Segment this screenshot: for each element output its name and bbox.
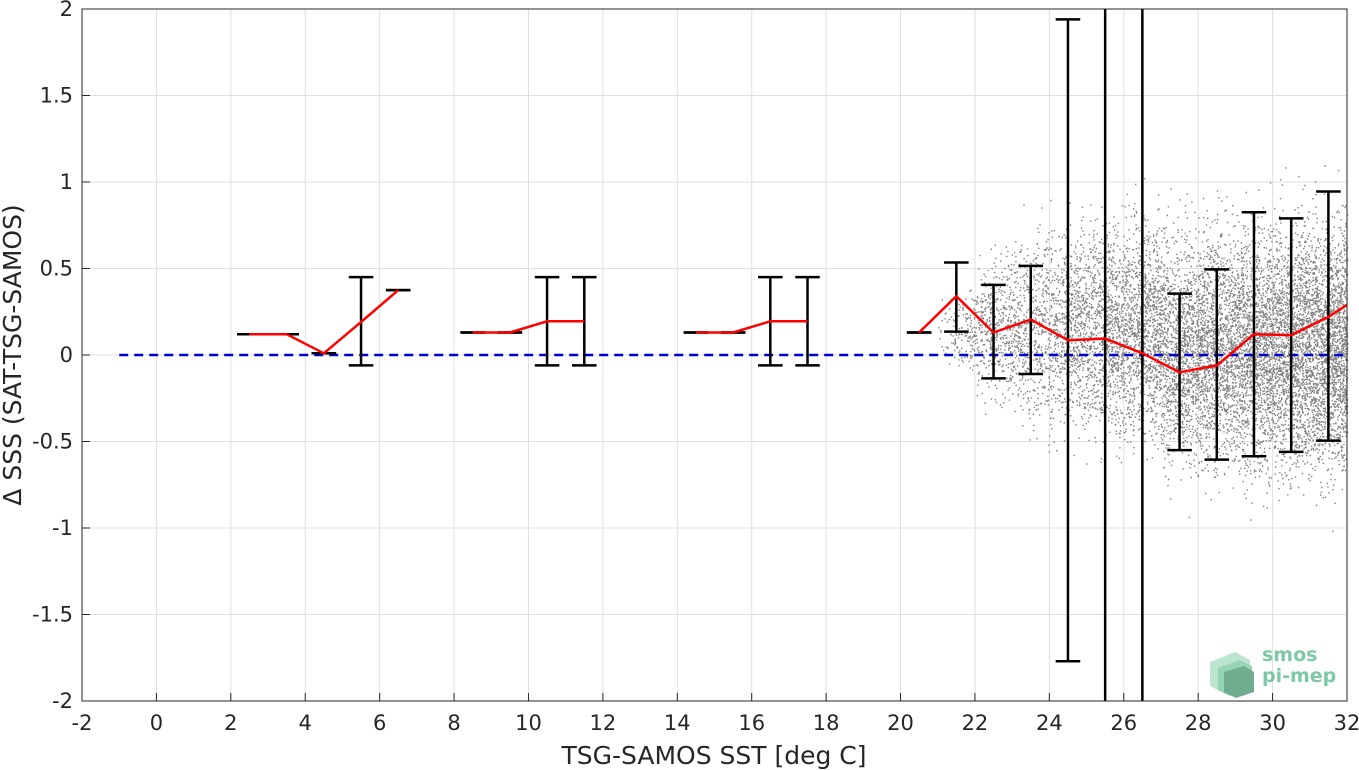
x-tick-label: 14 bbox=[664, 711, 691, 735]
y-tick-label: -0.5 bbox=[32, 430, 73, 454]
y-tick-label: 1 bbox=[60, 170, 73, 194]
mean-line-segment bbox=[472, 320, 585, 334]
x-tick-label: 22 bbox=[962, 711, 989, 735]
x-tick-label: 26 bbox=[1110, 711, 1137, 735]
x-tick-label: 30 bbox=[1259, 711, 1286, 735]
x-tick-label: 24 bbox=[1036, 711, 1063, 735]
y-tick-label: 0.5 bbox=[40, 257, 73, 281]
y-tick-label: 1.5 bbox=[40, 84, 73, 108]
y-tick-label: 2 bbox=[60, 0, 73, 21]
mean-line-segment bbox=[695, 320, 808, 334]
y-axis-title: Δ SSS (SAT-TSG-SAMOS) bbox=[0, 204, 27, 505]
smos-pimep-logo: smos pi-mep bbox=[1210, 644, 1336, 698]
x-tick-label: 2 bbox=[224, 711, 237, 735]
y-tick-label: -1 bbox=[52, 516, 73, 540]
x-tick-label: 0 bbox=[150, 711, 163, 735]
x-tick-label: 20 bbox=[887, 711, 914, 735]
mean-line-segment bbox=[249, 289, 400, 355]
error-bar bbox=[795, 275, 820, 367]
x-tick-label: 12 bbox=[590, 711, 617, 735]
x-tick-label: 10 bbox=[515, 711, 542, 735]
x-tick-label: 6 bbox=[373, 711, 386, 735]
y-tick-label: -2 bbox=[52, 689, 73, 713]
x-tick-label: 8 bbox=[447, 711, 460, 735]
x-tick-label: 16 bbox=[738, 711, 765, 735]
mean-line bbox=[249, 289, 1348, 374]
y-tick-label: -1.5 bbox=[32, 603, 73, 627]
logo-text-line1: smos bbox=[1262, 644, 1317, 666]
logo-text-line2: pi-mep bbox=[1262, 665, 1336, 687]
x-axis: -2 0 2 4 6 8 10 12 14 16 18 20 22 24 26 28 30 32 bbox=[72, 693, 1359, 735]
mean-line-segment bbox=[918, 294, 1348, 374]
x-tick-label: 28 bbox=[1185, 711, 1212, 735]
logo-mark-icon bbox=[1210, 652, 1254, 698]
x-tick-label: 32 bbox=[1334, 711, 1359, 735]
y-tick-label: 0 bbox=[60, 343, 73, 367]
x-tick-label: 18 bbox=[813, 711, 840, 735]
x-axis-title: TSG-SAMOS SST [deg C] bbox=[560, 741, 866, 770]
x-tick-label: -2 bbox=[72, 711, 93, 735]
x-tick-label: 4 bbox=[299, 711, 312, 735]
y-axis: -2 -1.5 -1 -0.5 0 0.5 1 1.5 2 bbox=[32, 0, 90, 713]
